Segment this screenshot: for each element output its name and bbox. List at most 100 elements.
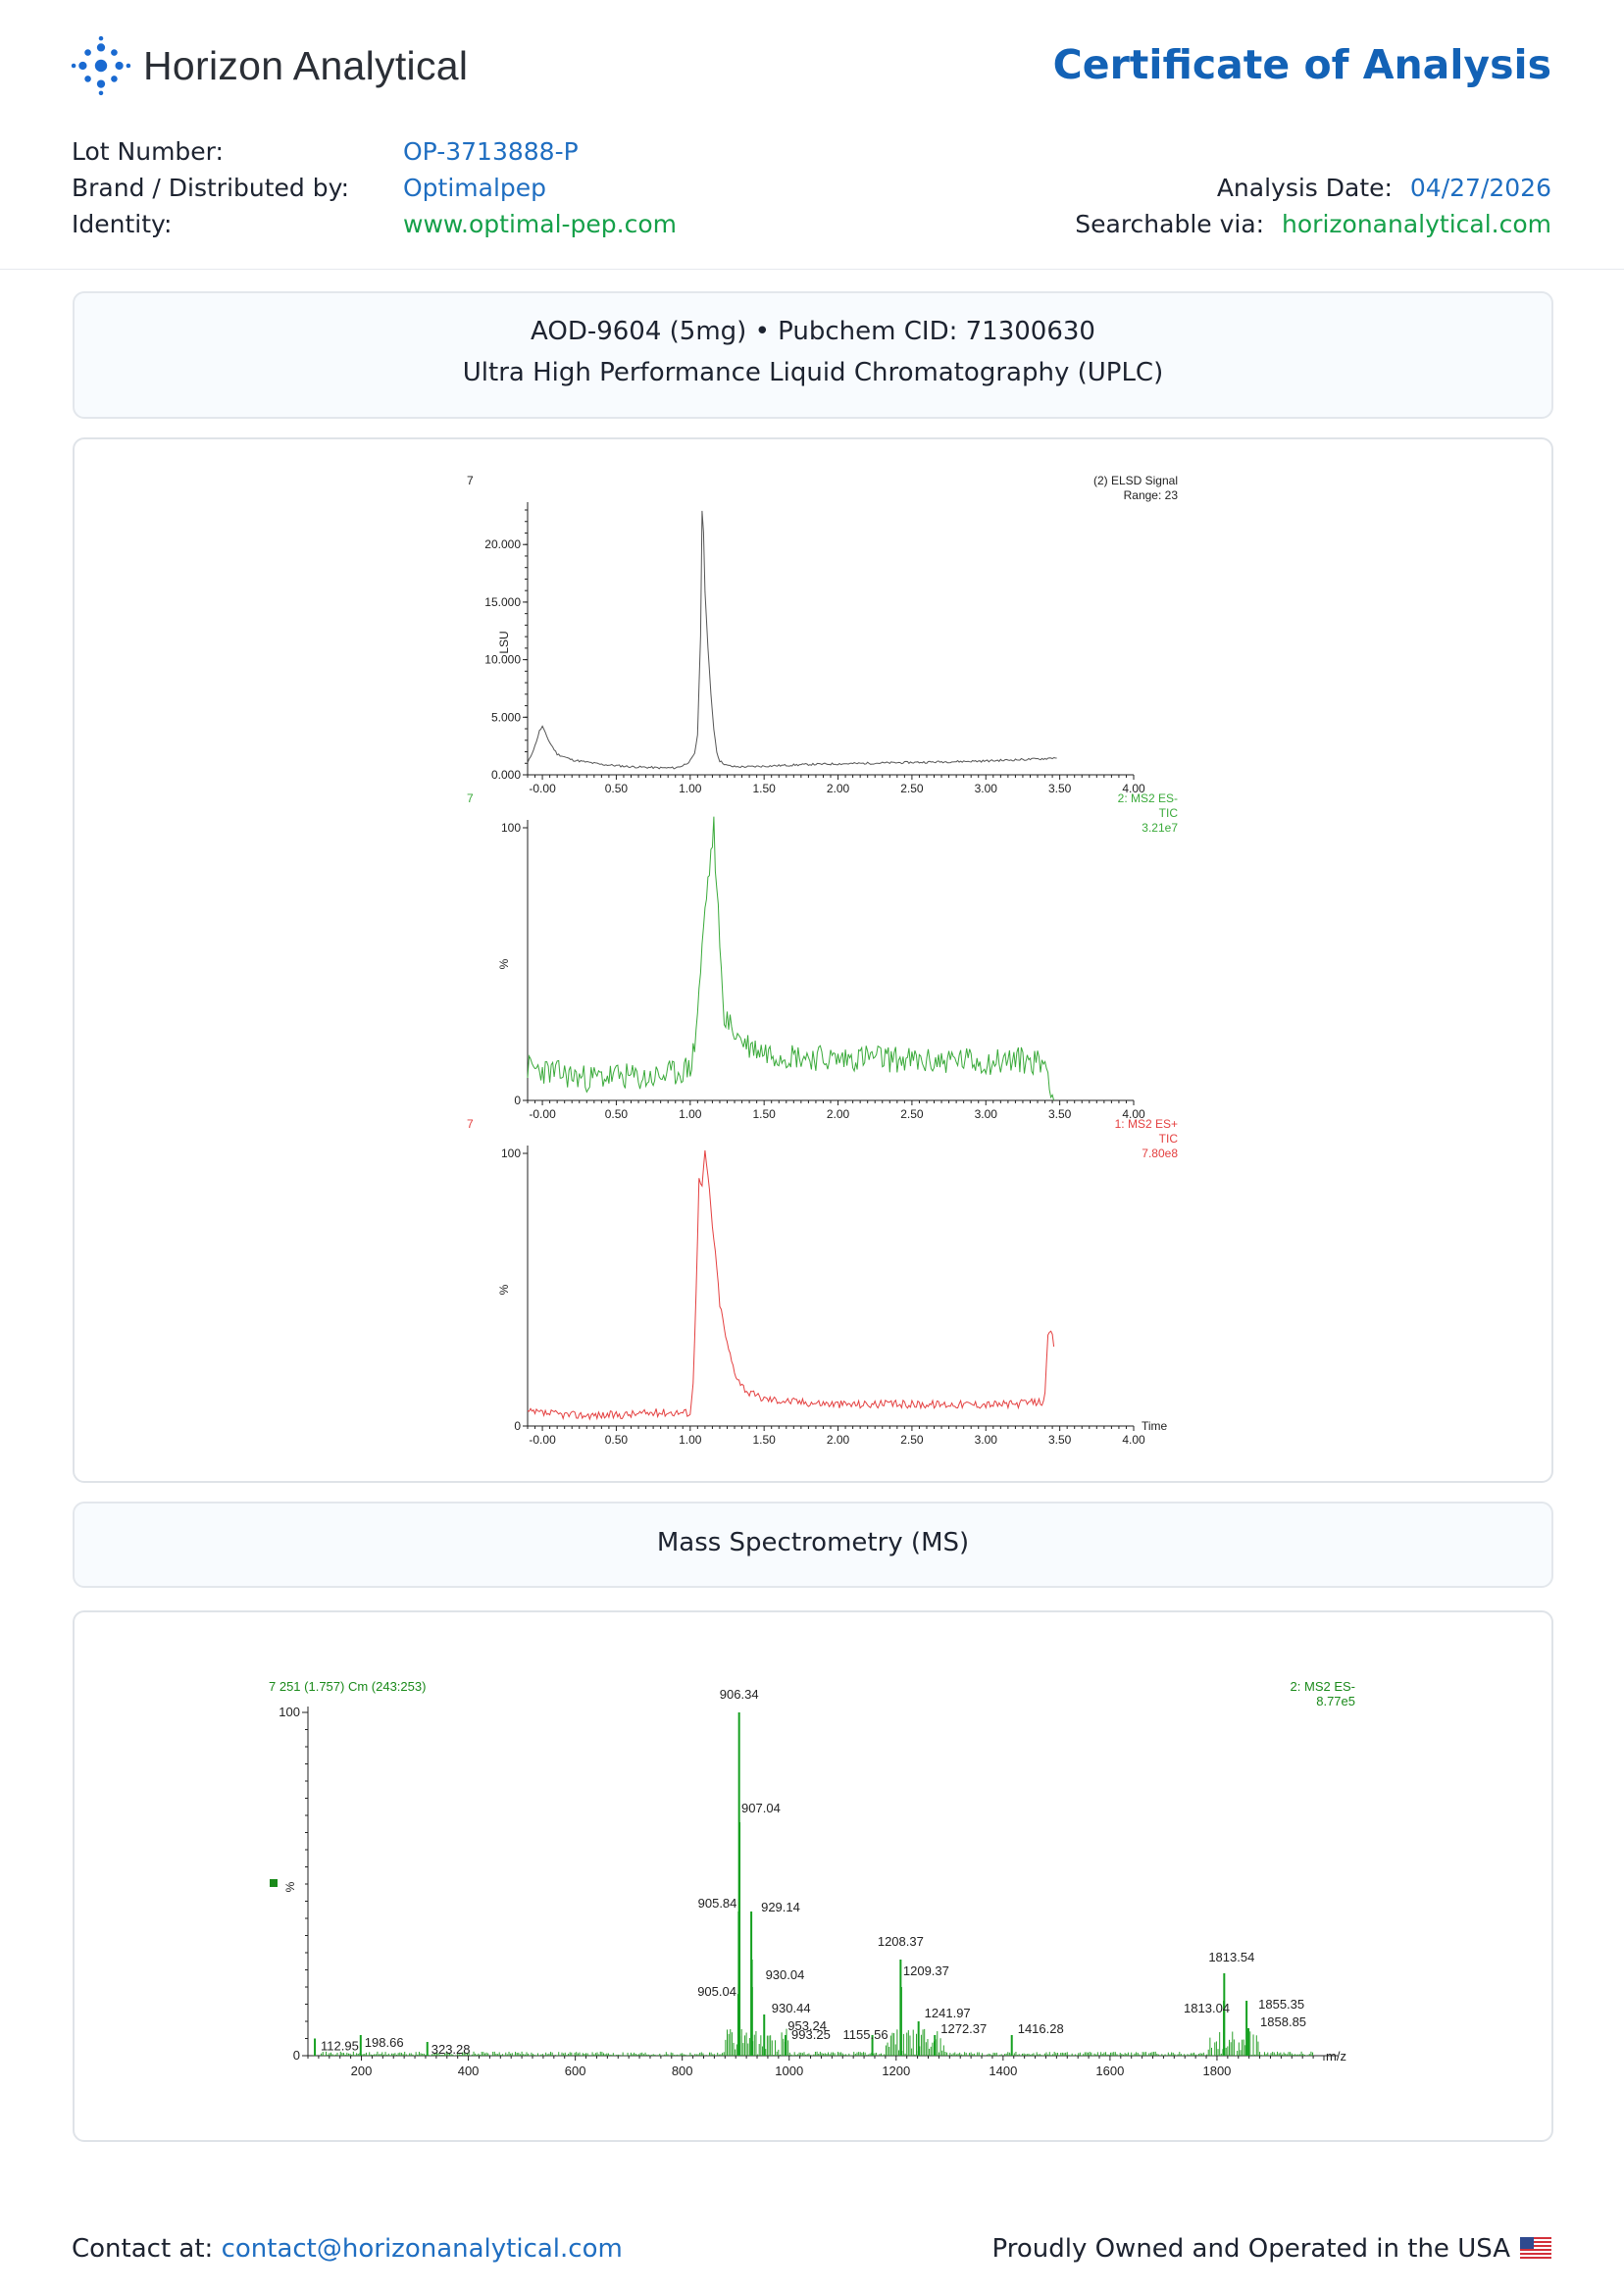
x-tick-label: 1.50 (752, 1433, 776, 1447)
search-link[interactable]: horizonanalytical.com (1282, 210, 1551, 238)
peak-label: 929.14 (761, 1900, 800, 1914)
y-tick-label: 0 (514, 1419, 521, 1433)
x-tick-label: 0.50 (605, 1433, 629, 1447)
series-line (527, 816, 1055, 1101)
ms-title-box: Mass Spectrometry (MS) (73, 1502, 1553, 1588)
brand-label: Brand / Distributed by: (72, 174, 350, 202)
lot-label: Lot Number: (72, 137, 224, 166)
x-tick-label: 1800 (1202, 2064, 1231, 2078)
brand-value: Optimalpep (403, 174, 547, 202)
contact-line: Contact at: contact@horizonanalytical.co… (72, 2234, 623, 2264)
peak-label: 1241.97 (925, 2006, 971, 2020)
uplc-info-box: AOD-9604 (5mg) • Pubchem CID: 71300630 U… (73, 291, 1553, 419)
analysis-date: Analysis Date: 04/27/2026 (1217, 174, 1551, 202)
y-tick-label: 0.000 (491, 768, 521, 782)
x-tick-label: 1.50 (752, 782, 776, 795)
x-tick-label: 0.50 (605, 1107, 629, 1121)
identity-link[interactable]: www.optimal-pep.com (403, 210, 678, 238)
legend-line: (2) ELSD Signal (1093, 474, 1178, 487)
series-line (527, 510, 1057, 770)
x-tick-label: 4.00 (1122, 1433, 1145, 1447)
sample-label: 7 (467, 1117, 474, 1131)
x-tick-label: 1600 (1095, 2064, 1124, 2078)
ms-marker (270, 1879, 278, 1887)
peak-label: 198.66 (365, 2035, 404, 2050)
x-tick-label: 1.00 (679, 1107, 702, 1121)
x-tick-label: 1.00 (679, 782, 702, 795)
header: Horizon Analytical Certificate of Analys… (0, 0, 1624, 270)
x-tick-label: 3.50 (1048, 782, 1072, 795)
peak-label: 953.24 (787, 2018, 827, 2033)
y-tick-label: 10.000 (484, 653, 521, 667)
date-value: 04/27/2026 (1409, 174, 1551, 202)
peak-label: 906.34 (720, 1687, 759, 1702)
x-tick-label: 4.00 (1122, 782, 1145, 795)
y-tick-label: 100 (279, 1705, 300, 1719)
x-tick-label: -0.00 (529, 1107, 556, 1121)
peak-label: 1209.37 (903, 1963, 949, 1978)
peak-label: 1813.04 (1184, 2001, 1230, 2015)
molecule-logo-icon (71, 35, 131, 96)
peak-label: 1155.56 (843, 2027, 888, 2042)
mass-spectrum: 200 400 600 800 1000 1200 1400 1600 1800 0 100 7 25… (269, 1679, 1355, 2078)
x-tick-label: 3.00 (975, 782, 998, 795)
x-tick-label: 3.50 (1048, 1107, 1072, 1121)
ms-header-label: 7 251 (1.757) Cm (243:253) (269, 1679, 426, 1694)
ms-chart-panel: 200 400 600 800 1000 1200 1400 1600 1800 0 100 7 25… (73, 1610, 1553, 2142)
chromatogram-ms-pos-tic: -0.00 0.50 1.00 1.50 2.00 2.50 3.00 3.50 4.00 0 10… (467, 1117, 1178, 1447)
peak-label: 1208.37 (878, 1934, 924, 1949)
ms-title: Mass Spectrometry (MS) (656, 1528, 970, 1557)
search-label: Searchable via: (1075, 210, 1265, 238)
y-tick-label: 0 (293, 2048, 300, 2063)
peak-label: 112.95 (321, 2039, 359, 2054)
x-tick-label: 3.50 (1048, 1433, 1072, 1447)
series-line (527, 1149, 1055, 1421)
legend-line: 3.21e7 (1142, 821, 1178, 835)
x-tick-label: 1000 (775, 2064, 803, 2078)
peak-label: 1813.54 (1208, 1950, 1254, 1964)
legend-line: 2: MS2 ES- (1118, 791, 1178, 805)
x-tick-label: 0.50 (605, 782, 629, 795)
legend-line: TIC (1159, 1132, 1179, 1146)
x-tick-label: 200 (351, 2064, 373, 2078)
x-axis-label: Time (1142, 1419, 1168, 1433)
page-title: Certificate of Analysis (1052, 41, 1551, 88)
peak-label: 907.04 (741, 1801, 781, 1815)
sample-label: 7 (467, 474, 474, 487)
peak-label: 993.25 (791, 2027, 831, 2042)
peak-label: 1855.35 (1258, 1997, 1304, 2012)
sample-label: 7 (467, 791, 474, 805)
x-tick-label: 2.50 (900, 782, 924, 795)
y-axis-label: % (497, 958, 511, 969)
x-tick-label: 2.00 (827, 1433, 850, 1447)
contact-label: Contact at: (72, 2234, 214, 2264)
compound-line: AOD-9604 (5mg) • Pubchem CID: 71300630 (531, 317, 1095, 346)
x-tick-label: 3.00 (975, 1433, 998, 1447)
peak-label: 905.84 (698, 1896, 737, 1911)
x-tick-label: 800 (672, 2064, 693, 2078)
chromatogram-elsd: -0.00 0.50 1.00 1.50 2.00 2.50 3.00 3.50 4.00 0.0… (467, 474, 1178, 795)
legend-line: TIC (1159, 806, 1179, 820)
peak-label: 1272.37 (940, 2021, 987, 2036)
y-tick-label: 5.000 (491, 710, 521, 724)
brand-name: Horizon Analytical (143, 42, 469, 88)
y-axis-label: LSU (497, 631, 511, 653)
peak-label: 930.04 (766, 1967, 805, 1982)
uplc-chart-panel: -0.00 0.50 1.00 1.50 2.00 2.50 3.00 3.50 4.00 0.0… (73, 437, 1553, 1483)
legend-line: Range: 23 (1124, 488, 1179, 502)
x-tick-label: 3.00 (975, 1107, 998, 1121)
x-tick-label: 2.50 (900, 1107, 924, 1121)
x-tick-label: -0.00 (529, 1433, 556, 1447)
contact-email-link[interactable]: contact@horizonanalytical.com (221, 2234, 623, 2264)
x-tick-label: 1.50 (752, 1107, 776, 1121)
y-tick-label: 100 (501, 1147, 521, 1160)
x-tick-label: 2.00 (827, 1107, 850, 1121)
y-axis-label: % (497, 1284, 511, 1295)
lot-value: OP-3713888-P (403, 137, 579, 166)
uplc-chromatograms: -0.00 0.50 1.00 1.50 2.00 2.50 3.00 3.50 4.00 0.0… (467, 474, 1179, 1447)
x-tick-label: 1200 (882, 2064, 910, 2078)
peak-label: 1858.85 (1260, 2014, 1306, 2029)
identity-label: Identity: (72, 210, 173, 238)
brand-logo: Horizon Analytical (71, 35, 468, 96)
legend-line: 7.80e8 (1142, 1147, 1178, 1160)
